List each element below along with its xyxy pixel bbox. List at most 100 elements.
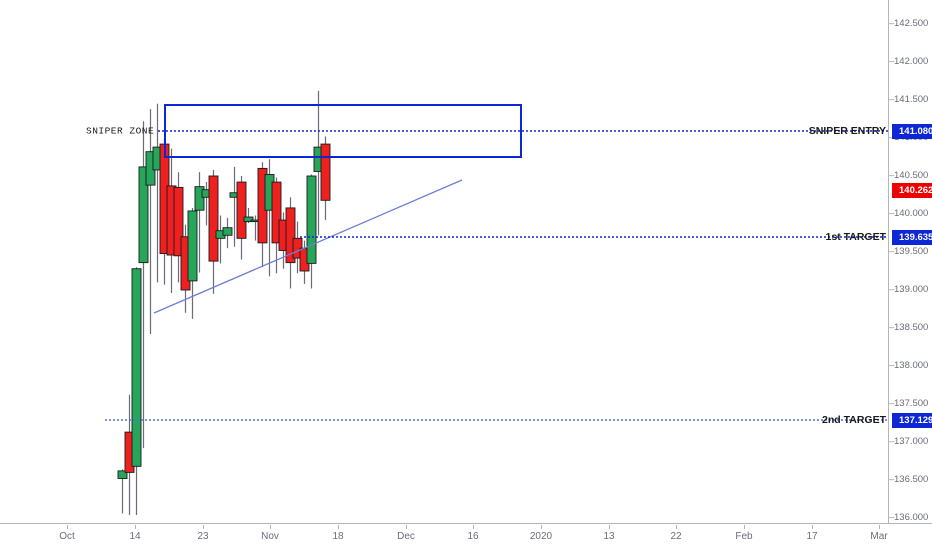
time-tick-label: 14: [129, 531, 141, 542]
price-tick-mark: –: [889, 94, 895, 105]
level-label-sniper-entry: SNIPER ENTRY: [808, 125, 886, 137]
time-tick-mark: [541, 525, 542, 529]
price-tick-mark: –: [889, 18, 895, 29]
time-tick-mark: [338, 525, 339, 529]
candlestick: [271, 177, 282, 274]
time-scale-divider: [0, 523, 932, 524]
candlestick: [236, 176, 247, 260]
time-tick-label: 16: [467, 531, 479, 542]
price-tick-mark: –: [889, 322, 895, 333]
price-tick: –136.500: [889, 474, 932, 486]
price-tick: –138.000: [889, 360, 932, 372]
level-label-2nd-target: 2nd TARGET: [822, 414, 886, 426]
price-tag-value: 141.080: [899, 126, 932, 137]
candle-body-bullish: [187, 210, 198, 282]
price-tag-1st-target: 139.635: [892, 230, 932, 245]
price-tick-mark: –: [889, 132, 894, 144]
time-tick-mark: [473, 525, 474, 529]
price-tick: –138.500: [889, 322, 932, 334]
price-tick-label: 138.000: [894, 360, 929, 371]
time-tick-mark: [609, 525, 610, 529]
time-tick-label: Dec: [397, 531, 415, 542]
price-tick-label: 137.000: [894, 436, 929, 447]
candle-body-bearish: [236, 181, 247, 239]
candle-body-bearish: [173, 186, 184, 257]
candle-body-bullish: [194, 186, 205, 211]
time-tick-mark: [67, 525, 68, 529]
ascending-trendline[interactable]: [153, 179, 463, 314]
price-tick: –139.500: [889, 246, 932, 258]
price-tick-mark: –: [889, 436, 895, 447]
price-tick-mark: –: [889, 208, 895, 219]
candlestick: [222, 217, 233, 249]
price-tick: –136.000: [889, 512, 932, 524]
price-tick-label: 142.000: [894, 56, 929, 67]
time-tick-label: 2020: [529, 531, 553, 542]
candle-body-bearish: [320, 143, 331, 201]
price-tick-label: 140.500: [894, 170, 929, 181]
price-tick-mark: –: [889, 170, 895, 181]
price-tick-mark: –: [889, 56, 895, 67]
candle-body-bearish: [208, 175, 219, 262]
sniper-zone-box[interactable]: [164, 104, 522, 158]
chart-svg-layer: [105, 90, 888, 515]
price-tag-value: 140.262: [899, 185, 932, 196]
candlestick: [117, 469, 128, 514]
price-tag-value: 139.635: [899, 232, 932, 243]
price-tick-label: 139.000: [894, 284, 929, 295]
candle-body-bullish: [222, 227, 233, 236]
candlestick: [138, 121, 149, 449]
candlestick: [243, 207, 254, 224]
price-tick-label: 137.500: [894, 398, 929, 409]
candle-body-bullish: [306, 175, 317, 264]
candle-body-bullish: [131, 268, 142, 467]
price-tick: –139.000: [889, 284, 932, 296]
candle-body-bearish: [285, 207, 296, 264]
price-tick-mark: –: [889, 284, 895, 295]
time-tick-label: 17: [806, 531, 818, 542]
horizontal-level-lines[interactable]: [105, 130, 888, 421]
time-tick-label: Mar: [870, 531, 888, 542]
price-tick: –141.500: [889, 94, 932, 106]
price-tick: –137.000: [889, 436, 932, 448]
price-tick: –142.000: [889, 56, 932, 68]
candle-body-bullish: [138, 166, 149, 264]
chart-plot-area[interactable]: [0, 0, 888, 523]
time-tick-mark: [744, 525, 745, 529]
candlestick: [194, 172, 205, 273]
time-tick-label: 13: [603, 531, 615, 542]
drawing-objects-layer[interactable]: [153, 104, 522, 314]
time-tick-label: Oct: [59, 531, 75, 542]
price-tick-mark: –: [889, 360, 895, 371]
time-tick-mark: [203, 525, 204, 529]
price-tag-2nd-target: 137.129: [892, 413, 932, 428]
time-scale[interactable]: Oct 14 23 Nov 18 Dec 16 2020 13 22 Feb 17 Mar: [0, 524, 932, 550]
candlestick: [285, 197, 296, 289]
price-tag-value: 137.129: [899, 415, 932, 426]
time-tick-label: 23: [197, 531, 209, 542]
candlestick: [320, 136, 331, 221]
candlestick: [306, 174, 317, 289]
price-tick: –140.500: [889, 170, 932, 182]
time-tick-mark: [270, 525, 271, 529]
candlestick-series: [117, 90, 331, 515]
candlestick: [173, 172, 184, 283]
price-tick-label: 138.500: [894, 322, 929, 333]
candlestick: [131, 267, 142, 515]
price-scale[interactable]: –142.500–142.000–141.500–141.000–140.500…: [889, 0, 932, 523]
price-tick-label: 142.500: [894, 18, 929, 29]
price-tick-mark: –: [889, 398, 895, 409]
time-tick-label: Nov: [261, 531, 279, 542]
price-tick-label: 136.000: [894, 512, 929, 523]
time-tick-label: 22: [670, 531, 682, 542]
price-tick-label: 140.000: [894, 208, 929, 219]
time-tick-label: 18: [332, 531, 344, 542]
time-tick-mark: [879, 525, 880, 529]
price-tick-mark: –: [889, 512, 895, 523]
candlestick: [187, 207, 198, 319]
level-label-1st-target: 1st TARGET: [825, 231, 886, 243]
time-tick-label: Feb: [735, 531, 753, 542]
time-tick-mark: [676, 525, 677, 529]
candle-body-bearish: [271, 181, 282, 244]
